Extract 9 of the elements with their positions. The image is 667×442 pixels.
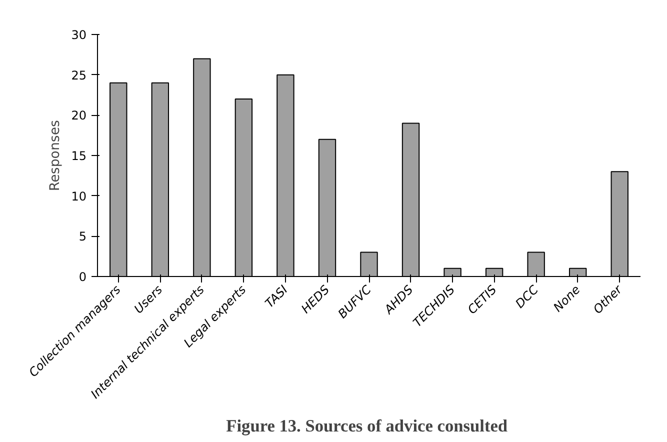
y-tick-label: 20 [71, 108, 87, 123]
y-tick-label: 15 [71, 149, 87, 163]
y-tick-label: 30 [71, 28, 87, 42]
y-tick-label: 25 [71, 68, 87, 82]
y-axis-title: Responses [48, 120, 64, 191]
y-tick-label: 10 [71, 189, 87, 204]
text: Figure 13. Sources of advice consulted [226, 416, 508, 436]
y-tick-label: 5 [78, 230, 87, 244]
y-tick-label: 0 [78, 270, 87, 284]
